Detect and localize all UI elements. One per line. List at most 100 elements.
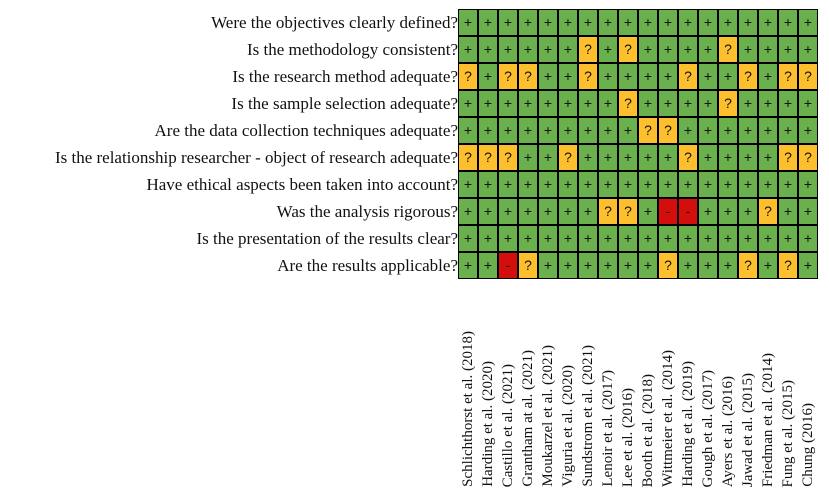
rating-cell-uncertain: ? [798, 144, 818, 171]
rating-cell-positive: + [658, 63, 678, 90]
study-label-column: Friedman et al. (2014) [758, 295, 778, 487]
rating-cell-positive: + [698, 63, 718, 90]
rating-cell-uncertain: ? [618, 198, 638, 225]
rating-cell-positive: + [718, 117, 738, 144]
rating-cell-positive: + [798, 90, 818, 117]
rating-cell-positive: + [638, 9, 658, 36]
rating-cell-positive: + [618, 225, 638, 252]
study-label: Gough et al. (2017) [700, 369, 716, 487]
rating-cell-positive: + [518, 198, 538, 225]
rating-cell-positive: + [658, 144, 678, 171]
rating-cell-positive: + [518, 171, 538, 198]
rating-cell-positive: + [598, 144, 618, 171]
study-label: Grantham at al. (2021) [520, 350, 536, 487]
study-label: Castillo et al. (2021) [500, 363, 516, 487]
rating-cell-positive: + [578, 144, 598, 171]
rating-cell-positive: + [538, 171, 558, 198]
rating-cell-positive: + [718, 225, 738, 252]
rating-cell-uncertain: ? [758, 198, 778, 225]
rating-cell-positive: + [798, 117, 818, 144]
rating-cell-uncertain: ? [738, 63, 758, 90]
rating-cell-uncertain: ? [618, 90, 638, 117]
rating-cell-positive: + [778, 90, 798, 117]
rating-cell-positive: + [578, 90, 598, 117]
study-label-column: Wittmeier et al. (2014) [658, 295, 678, 487]
rating-cell-positive: + [518, 225, 538, 252]
rating-cell-positive: + [778, 198, 798, 225]
rating-cell-positive: + [738, 225, 758, 252]
rating-cell-positive: + [678, 90, 698, 117]
rating-cell-positive: + [578, 9, 598, 36]
rating-cell-positive: + [738, 9, 758, 36]
study-label-column: Schlichthorst et al. (2018) [458, 295, 478, 487]
rating-cell-positive: + [558, 63, 578, 90]
rating-cell-positive: + [458, 171, 478, 198]
rating-cell-positive: + [798, 36, 818, 63]
question-label: Are the results applicable? [277, 256, 458, 275]
study-label: Lee et al. (2016) [620, 387, 636, 487]
rating-cell-positive: + [518, 9, 538, 36]
rating-cell-positive: + [538, 225, 558, 252]
study-label-column: Booth et al. (2018) [638, 295, 658, 487]
rating-cell-positive: + [758, 225, 778, 252]
rating-cell-positive: + [778, 36, 798, 63]
rating-cell-uncertain: ? [738, 252, 758, 279]
rating-cell-positive: + [598, 252, 618, 279]
rating-cell-positive: + [798, 198, 818, 225]
rating-cell-positive: + [458, 225, 478, 252]
rating-cell-positive: + [478, 36, 498, 63]
study-label: Harding et al. (2019) [680, 361, 696, 487]
study-label-column: Castillo et al. (2021) [498, 295, 518, 487]
question-label: Are the data collection techniques adequ… [154, 121, 459, 140]
rating-cell-positive: + [478, 171, 498, 198]
rating-cell-positive: + [618, 171, 638, 198]
rating-cell-positive: + [778, 117, 798, 144]
rating-cell-positive: + [518, 36, 538, 63]
rating-cell-positive: + [518, 144, 538, 171]
rating-cell-uncertain: ? [678, 63, 698, 90]
rating-cell-positive: + [478, 90, 498, 117]
study-label-column: Grantham at al. (2021) [518, 295, 538, 487]
rating-cell-uncertain: ? [558, 144, 578, 171]
rating-cell-uncertain: ? [778, 144, 798, 171]
rating-cell-positive: + [598, 9, 618, 36]
rating-cell-positive: + [558, 117, 578, 144]
rating-cell-positive: + [758, 144, 778, 171]
rating-cell-positive: + [618, 9, 638, 36]
rating-cell-positive: + [538, 252, 558, 279]
rating-cell-positive: + [698, 252, 718, 279]
study-label-column: Ayers et al. (2016) [718, 295, 738, 487]
rating-cell-positive: + [598, 36, 618, 63]
rating-cell-positive: + [718, 144, 738, 171]
study-label: Booth et al. (2018) [640, 373, 656, 487]
study-label: Jawad et al. (2015) [740, 372, 756, 487]
rating-cell-positive: + [718, 252, 738, 279]
rating-cell-positive: + [798, 252, 818, 279]
study-label: Moukarzel et al. (2021) [540, 345, 556, 487]
rating-cell-positive: + [458, 9, 478, 36]
rating-cell-positive: + [698, 171, 718, 198]
rating-cell-positive: + [738, 36, 758, 63]
rating-cell-positive: + [578, 198, 598, 225]
study-label-column: Chung (2016) [798, 295, 818, 487]
rating-cell-positive: + [738, 198, 758, 225]
rating-cell-positive: + [538, 63, 558, 90]
rating-cell-positive: + [678, 252, 698, 279]
rating-cell-uncertain: ? [498, 63, 518, 90]
rating-cell-positive: + [598, 90, 618, 117]
question-label: Is the sample selection adequate? [231, 94, 458, 113]
rating-cell-positive: + [498, 9, 518, 36]
study-label: Sundstrom et al. (2021) [580, 345, 596, 487]
rating-cell-positive: + [638, 171, 658, 198]
rating-cell-positive: + [558, 9, 578, 36]
rating-cell-positive: + [678, 36, 698, 63]
rating-cell-positive: + [658, 9, 678, 36]
rating-cell-positive: + [558, 225, 578, 252]
rating-cell-positive: + [638, 36, 658, 63]
rating-cell-uncertain: ? [658, 252, 678, 279]
study-label: Friedman et al. (2014) [760, 352, 776, 487]
rating-cell-uncertain: ? [778, 63, 798, 90]
question-label: Is the presentation of the results clear… [196, 229, 458, 248]
rating-cell-positive: + [458, 198, 478, 225]
